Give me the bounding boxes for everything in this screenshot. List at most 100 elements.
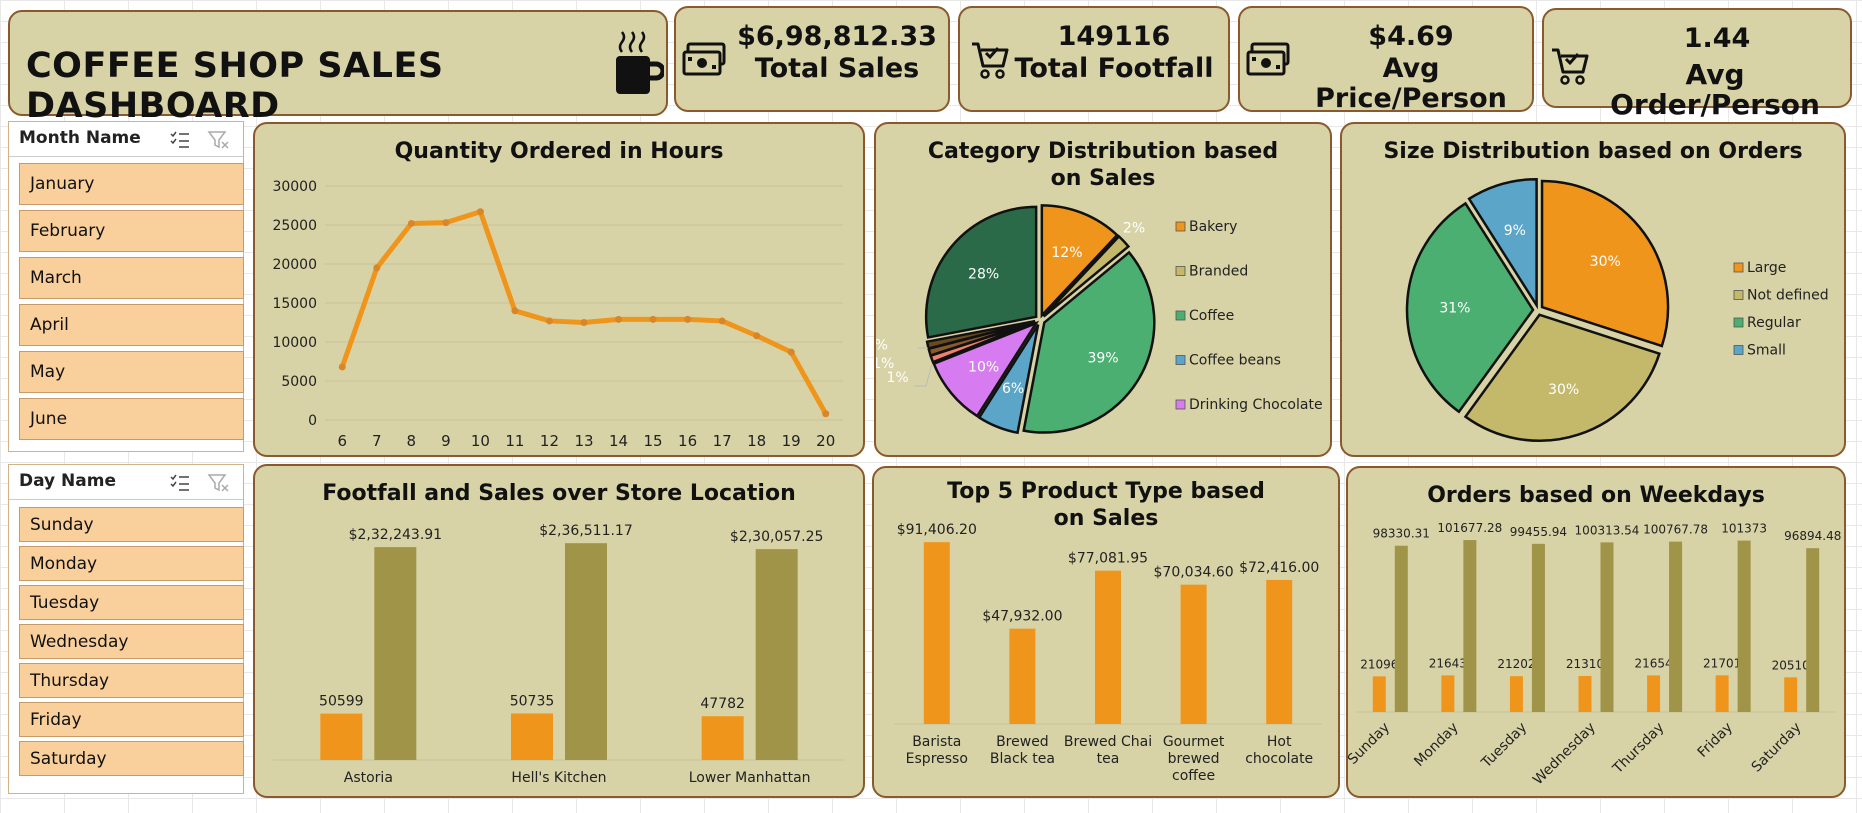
x-tick-label: 6 xyxy=(337,432,347,450)
bar xyxy=(1647,675,1661,712)
legend-swatch xyxy=(1733,290,1744,300)
data-label: 6% xyxy=(1002,381,1024,397)
clear-filter-icon[interactable] xyxy=(207,130,231,150)
slicer-item-january[interactable]: January xyxy=(19,163,244,205)
legend-swatch xyxy=(1175,266,1186,276)
data-point xyxy=(684,315,692,323)
data-label: 21310 xyxy=(1566,657,1604,671)
x-tick-label: 10 xyxy=(471,432,490,450)
kpi-label: Total Footfall xyxy=(1014,53,1214,84)
bar xyxy=(1394,545,1408,712)
slicer-item-sunday[interactable]: Sunday xyxy=(19,507,244,542)
slicer-item-april[interactable]: April xyxy=(19,304,244,346)
x-tick-label: Saturday xyxy=(1749,720,1805,776)
store-location-panel: Footfall and Sales over Store Location 5… xyxy=(253,464,865,798)
x-tick-label: 15 xyxy=(644,432,663,450)
data-point xyxy=(476,208,484,216)
pie-slice xyxy=(1463,313,1661,442)
multi-select-icon[interactable] xyxy=(169,130,191,150)
data-point xyxy=(615,315,623,323)
data-label: 31% xyxy=(1439,300,1470,316)
x-tick-label: 8 xyxy=(407,432,417,450)
kpi-total-sales: $6,98,812.33 Total Sales xyxy=(674,6,950,112)
x-tick-label: Sunday xyxy=(1348,720,1393,768)
data-label: 21643 xyxy=(1429,656,1467,670)
kpi-label: Total Sales xyxy=(754,53,920,84)
data-point xyxy=(718,317,726,325)
month-slicer: Month Name January February March April … xyxy=(8,121,244,452)
pie-slice xyxy=(1022,250,1156,434)
data-point xyxy=(511,307,519,315)
y-tick-label: 20000 xyxy=(272,257,317,273)
chart-title: Footfall and Sales over Store Location xyxy=(322,481,796,506)
legend-entry: Drinking Chocolate xyxy=(1189,397,1323,413)
x-tick-label: 11 xyxy=(505,432,524,450)
bar xyxy=(1531,543,1545,712)
legend-entry: Bakery xyxy=(1189,219,1237,235)
data-label: 2% xyxy=(1123,221,1145,237)
data-point xyxy=(338,363,346,371)
x-tick-label: Hell's Kitchen xyxy=(511,770,606,786)
bar xyxy=(511,713,553,760)
kpi-value: $4.69 xyxy=(1368,21,1454,52)
kpi-label: Avg Price/Person xyxy=(1315,53,1507,114)
data-point xyxy=(407,219,415,227)
x-tick-label: Hot xyxy=(1267,734,1292,750)
bar xyxy=(1737,540,1751,712)
size-pie-chart: 30% 30% 31% 9% Large Not defined Regular Small xyxy=(1405,177,1829,442)
slicer-item-saturday[interactable]: Saturday xyxy=(19,741,244,776)
x-tick-label: 13 xyxy=(574,432,593,450)
legend-entry: Regular xyxy=(1747,315,1801,331)
slicer-item-march[interactable]: March xyxy=(19,257,244,299)
pie-slice xyxy=(1467,177,1538,310)
category-pie-chart: 12%2%39%6%10%1%1%1%28%BakeryBrandedCoffe… xyxy=(876,204,1323,435)
slicer-item-february[interactable]: February xyxy=(19,210,244,252)
data-label: 39% xyxy=(1087,350,1118,366)
coffee-mug-icon xyxy=(616,31,664,94)
data-point xyxy=(442,219,450,227)
kpi-value: 1.44 xyxy=(1683,23,1751,54)
x-tick-label: 20 xyxy=(816,432,835,450)
x-tick-label: 9 xyxy=(441,432,451,450)
slicer-item-friday[interactable]: Friday xyxy=(19,702,244,737)
leader-line xyxy=(914,363,933,387)
y-tick-label: 0 xyxy=(308,413,317,429)
slicer-item-thursday[interactable]: Thursday xyxy=(19,663,244,698)
data-label: 50599 xyxy=(319,694,364,710)
x-tick-label: chocolate xyxy=(1245,751,1313,767)
kpi-avg-order: 1.44 Avg Order/Person xyxy=(1542,8,1852,120)
data-label: 1% xyxy=(886,370,908,386)
data-point xyxy=(580,319,588,326)
slicer-item-june[interactable]: June xyxy=(19,398,244,440)
slicer-item-may[interactable]: May xyxy=(19,351,244,393)
data-label: 1% xyxy=(876,338,888,354)
chart-title: Orders based on Weekdays xyxy=(1427,483,1765,508)
bar xyxy=(1180,584,1207,724)
slicer-item-monday[interactable]: Monday xyxy=(19,546,244,581)
cart-icon xyxy=(1552,48,1589,85)
weekday-orders-bar-chart: 21096 98330.31 Sunday 21643 101677.28 Monday 2… xyxy=(1348,521,1841,788)
bar xyxy=(1266,579,1293,724)
kpi-avg-price: $4.69 Avg Price/Person xyxy=(1238,6,1534,114)
data-label: 100313.54 xyxy=(1575,523,1640,537)
slicer-item-tuesday[interactable]: Tuesday xyxy=(19,585,244,620)
pie-slice xyxy=(924,205,1038,339)
top-products-panel: Top 5 Product Type based on Sales $91,40… xyxy=(872,466,1340,798)
bar xyxy=(1806,548,1820,712)
clear-filter-icon[interactable] xyxy=(207,473,231,493)
bar xyxy=(1669,541,1683,712)
pie-slice xyxy=(932,320,1040,418)
slicer-item-wednesday[interactable]: Wednesday xyxy=(19,624,244,659)
data-label: 10% xyxy=(968,360,999,376)
kpi-value: 149116 xyxy=(1057,21,1171,52)
bar xyxy=(1463,540,1477,712)
bar xyxy=(1095,570,1121,724)
legend-swatch xyxy=(1733,345,1744,355)
chart-title: Size Distribution based on Orders xyxy=(1383,139,1803,164)
x-tick-label: Brewed xyxy=(996,734,1049,750)
category-distribution-panel: Category Distribution based on Sales 12%… xyxy=(874,122,1332,457)
x-tick-label: 14 xyxy=(609,432,628,450)
bar xyxy=(1509,676,1523,712)
bar xyxy=(1578,675,1592,712)
multi-select-icon[interactable] xyxy=(169,473,191,493)
